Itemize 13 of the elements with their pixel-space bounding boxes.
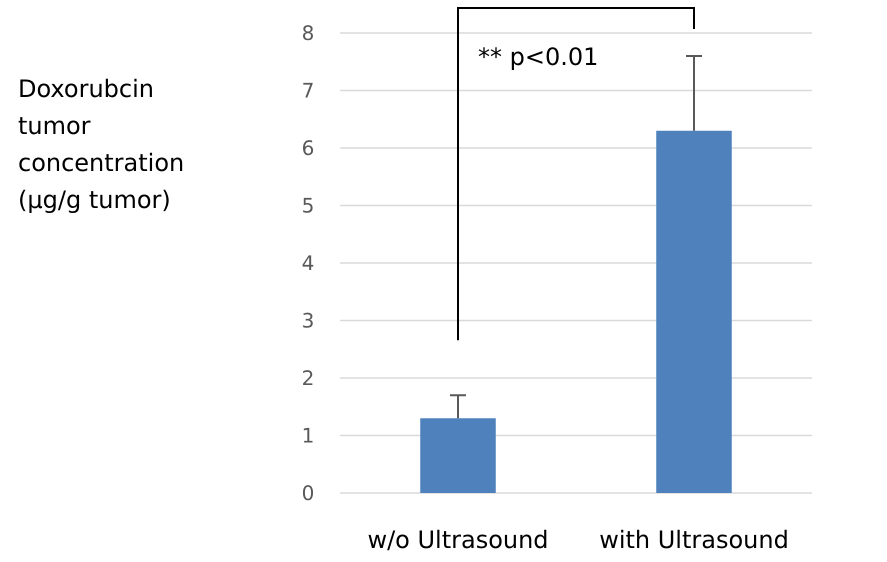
y-tick-label: 6 [302,136,314,160]
x-tick-label: with Ultrasound [599,526,789,554]
y-tick-label: 7 [302,78,314,102]
y-tick-label: 8 [302,21,314,45]
y-tick-label: 0 [302,481,314,505]
y-tick-label: 4 [302,251,314,275]
y-axis-title: Doxorubcin tumor concentration (μg/g tumor) [18,75,184,214]
y-tick-label: 2 [302,366,314,390]
x-tick-label: w/o Ultrasound [367,526,549,554]
y-tick-label: 1 [302,424,314,448]
y-tick-label: 5 [302,194,314,218]
annotation: ** p<0.01 [478,43,598,71]
y-tick-label: 3 [302,308,314,332]
